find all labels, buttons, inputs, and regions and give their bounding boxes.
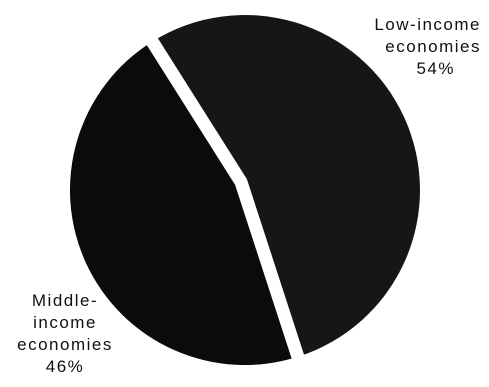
pie-slice-middle-income <box>69 41 298 366</box>
slice-name-middle-income-line1: Middle- <box>31 291 99 310</box>
slice-name-low-income-line1: Low-income <box>374 15 481 34</box>
slice-label-middle-income: Middle- income economies 46% <box>6 290 124 378</box>
pie-slice-low-income <box>152 15 420 357</box>
pie-slice-separator <box>145 36 305 361</box>
slice-name-middle-income-line3: economies <box>17 335 113 354</box>
slice-value-low-income: 54% <box>416 59 455 78</box>
slice-name-middle-income-line2: income <box>33 313 97 332</box>
slice-label-low-income: Low-income economies 54% <box>374 14 481 80</box>
slice-name-low-income-line2: economies <box>385 37 481 56</box>
slice-value-middle-income: 46% <box>45 357 85 376</box>
